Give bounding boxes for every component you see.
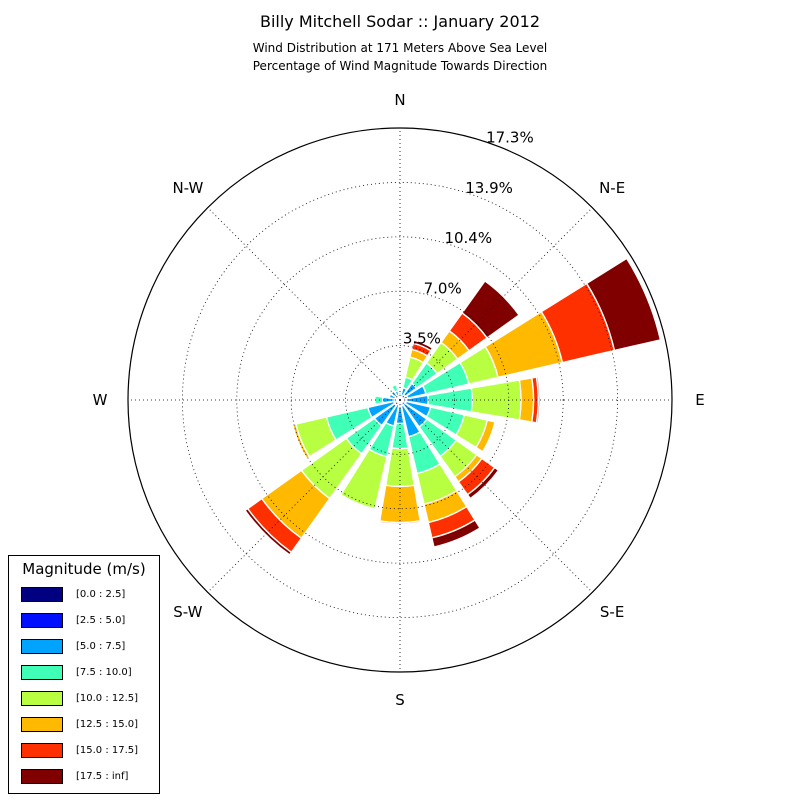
chart-subtitle-1: Wind Distribution at 171 Meters Above Se… — [252, 41, 548, 55]
legend-item: [0.0 : 2.5] — [21, 587, 156, 603]
wedge-dir22.5-bin7 — [412, 339, 434, 352]
legend-swatch — [21, 743, 63, 758]
legend-item: [12.5 : 15.0] — [21, 717, 156, 733]
legend: Magnitude (m/s) [0.0 : 2.5] [2.5 : 5.0] [5… — [8, 555, 160, 794]
direction-label-n-e: N-E — [599, 179, 625, 197]
polar-labels: N N-E E S-E S S-W W N-W 3.5% 7.0% 10.4% 13.9% 17.3% — [93, 91, 705, 709]
wedge-dir157.5-bin7 — [430, 519, 481, 548]
legend-item: [7.5 : 10.0] — [21, 665, 156, 681]
wedge-dir135-bin7 — [466, 466, 500, 500]
legend-swatch — [21, 665, 63, 680]
direction-label-s-e: S-E — [600, 603, 624, 621]
legend-item: [2.5 : 5.0] — [21, 613, 156, 629]
radial-tick-label-0: 3.5% — [403, 330, 441, 348]
legend-item: [5.0 : 7.5] — [21, 639, 156, 655]
grid-circle-2 — [236, 236, 564, 564]
legend-label: [12.5 : 15.0] — [76, 719, 139, 730]
radial-tick-label-4: 17.3% — [486, 129, 534, 147]
legend-swatch — [21, 769, 63, 784]
wedge-dir180-bin5 — [378, 484, 422, 524]
direction-label-s-w: S-W — [173, 603, 202, 621]
legend-swatch — [21, 717, 63, 732]
direction-label-w: W — [93, 391, 108, 409]
wedge-dir247.5-bin5 — [291, 423, 311, 460]
legend-swatch — [21, 639, 63, 654]
wind-rose-wedges — [244, 257, 662, 556]
legend-item: [10.0 : 12.5] — [21, 691, 156, 707]
direction-label-n: N — [394, 91, 405, 109]
wedge-dir202.5-bin4 — [339, 448, 388, 510]
radial-tick-label-2: 10.4% — [444, 229, 492, 247]
outer-circle — [127, 127, 673, 673]
radial-tick-label-3: 13.9% — [465, 179, 513, 197]
grid-circle-0 — [345, 345, 455, 455]
direction-label-s: S — [395, 691, 405, 709]
legend-item: [15.0 : 17.5] — [21, 743, 156, 759]
wedge-dir90-bin5 — [518, 377, 535, 423]
wedge-dir225-bin7 — [244, 507, 293, 556]
grid-spoke-7 — [207, 207, 401, 401]
legend-swatch — [21, 587, 63, 602]
legend-label: [0.0 : 2.5] — [76, 589, 126, 600]
wedge-dir67.5-bin7 — [585, 257, 662, 352]
legend-item: [17.5 : inf] — [21, 769, 156, 785]
legend-title: Magnitude (m/s) — [22, 560, 146, 578]
direction-label-e: E — [695, 391, 704, 409]
polar-grid — [128, 128, 672, 672]
wedge-dir90-bin7 — [535, 376, 541, 424]
direction-label-n-w: N-W — [172, 179, 203, 197]
legend-label: [2.5 : 5.0] — [76, 615, 126, 626]
wedge-dir270-bin3 — [374, 395, 384, 405]
chart-subtitle-2: Percentage of Wind Magnitude Towards Dir… — [252, 59, 548, 73]
legend-label: [17.5 : inf] — [76, 771, 129, 782]
wedge-dir180-bin6 — [378, 520, 422, 525]
legend-label: [10.0 : 12.5] — [76, 693, 139, 704]
legend-swatch — [21, 691, 63, 706]
legend-swatch — [21, 613, 63, 628]
chart-title: Billy Mitchell Sodar :: January 2012 — [259, 12, 541, 31]
grid-circle-3 — [181, 181, 619, 619]
legend-label: [15.0 : 17.5] — [76, 745, 139, 756]
wedge-dir337.5-bin3 — [390, 383, 399, 393]
legend-label: [7.5 : 10.0] — [76, 667, 132, 678]
radial-tick-label-1: 7.0% — [424, 279, 462, 297]
legend-label: [5.0 : 7.5] — [76, 641, 126, 652]
wedge-dir112.5-bin5 — [475, 419, 496, 453]
